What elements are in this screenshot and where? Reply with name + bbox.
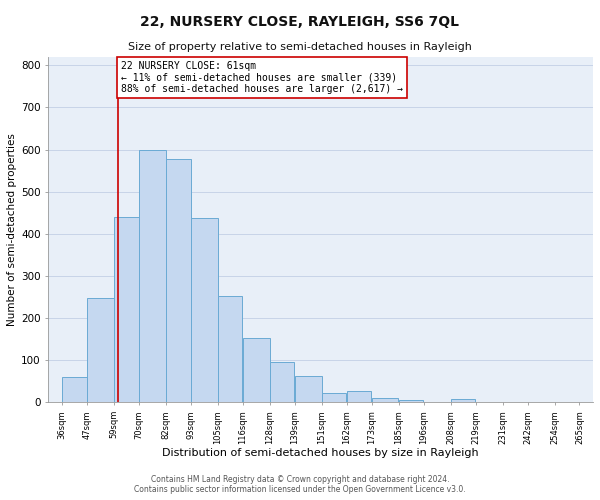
Bar [62, 377, 86, 402]
Bar [295, 376, 322, 402]
Bar [87, 298, 113, 403]
X-axis label: Distribution of semi-detached houses by size in Rayleigh: Distribution of semi-detached houses by … [163, 448, 479, 458]
Bar [243, 338, 269, 402]
Bar [322, 392, 346, 402]
Text: 22 NURSERY CLOSE: 61sqm
← 11% of semi-detached houses are smaller (339)
88% of s: 22 NURSERY CLOSE: 61sqm ← 11% of semi-de… [121, 61, 403, 94]
Bar [218, 296, 242, 403]
Y-axis label: Number of semi-detached properties: Number of semi-detached properties [7, 133, 17, 326]
Text: 22, NURSERY CLOSE, RAYLEIGH, SS6 7QL: 22, NURSERY CLOSE, RAYLEIGH, SS6 7QL [140, 15, 460, 29]
Text: Size of property relative to semi-detached houses in Rayleigh: Size of property relative to semi-detach… [128, 42, 472, 52]
Text: Contains HM Land Registry data © Crown copyright and database right 2024.
Contai: Contains HM Land Registry data © Crown c… [134, 474, 466, 494]
Bar [347, 392, 371, 402]
Bar [191, 218, 218, 402]
Bar [166, 159, 191, 402]
Bar [139, 150, 166, 402]
Bar [399, 400, 424, 402]
Bar [451, 400, 475, 402]
Bar [372, 398, 398, 402]
Bar [270, 362, 295, 403]
Bar [114, 217, 139, 402]
